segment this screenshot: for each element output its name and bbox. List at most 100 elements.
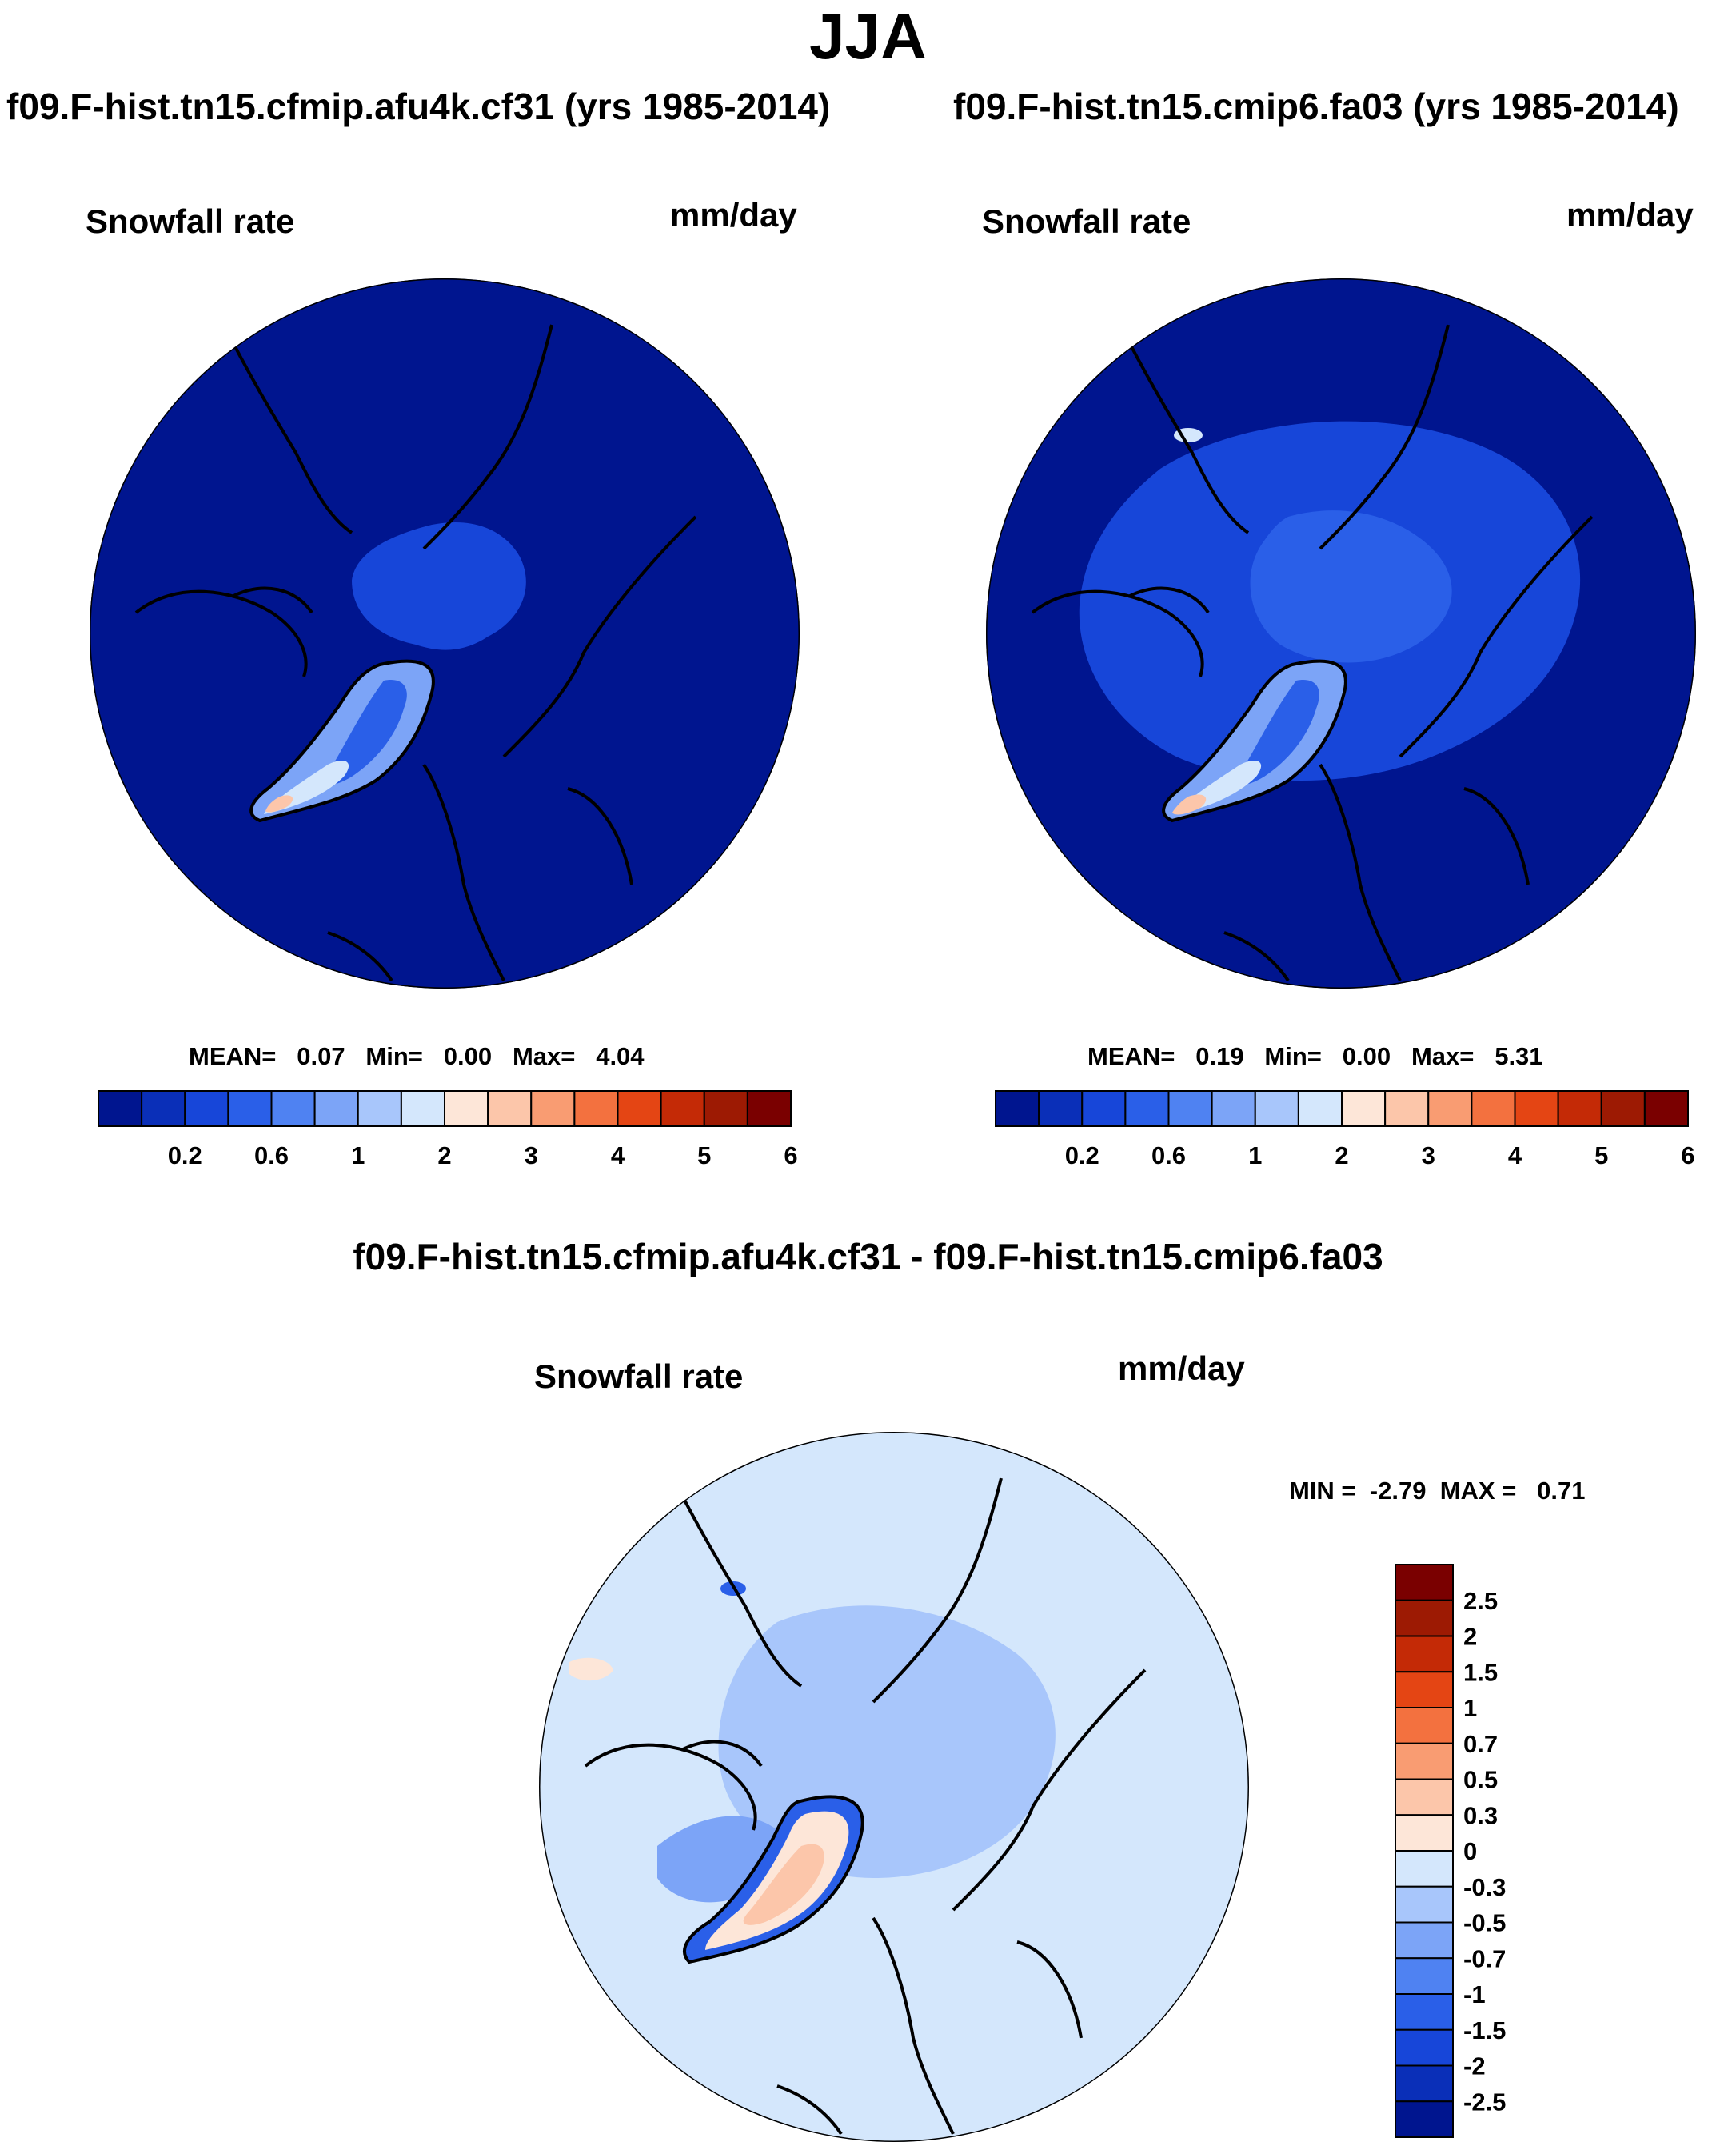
left-colorbar-tick-label: 5 <box>697 1141 711 1169</box>
left-coastlines <box>134 324 697 982</box>
diff-colorbar-tick-label: -1.5 <box>1463 2016 1506 2044</box>
diff-max-value: 0.71 <box>1537 1477 1586 1505</box>
right-colorbar-swatch <box>1384 1090 1430 1127</box>
diff-colorbar-tick-label: -0.5 <box>1463 1909 1506 1937</box>
diff-colorbar-swatch <box>1395 1671 1454 1708</box>
left-colorbar-swatch <box>617 1090 662 1127</box>
left-colorbar-tick-label: 1 <box>351 1141 365 1169</box>
right-max-value: 5.31 <box>1495 1042 1543 1070</box>
left-panel-title: f09.F-hist.tn15.cfmip.afu4k.cf31 (yrs 19… <box>6 86 831 127</box>
left-greenland-warm-spot <box>265 795 293 813</box>
left-mean-label: MEAN= <box>189 1042 277 1070</box>
diff-colorbar-swatch <box>1395 1814 1454 1852</box>
right-colorbar-swatch <box>1211 1090 1256 1127</box>
left-colorbar-swatch <box>487 1090 533 1127</box>
diff-colorbar-swatch <box>1395 1742 1454 1780</box>
diff-colorbar: 2.5 2 1.5 1 0.7 0.5 0.3 0 -0.3 -0.5 -0.7 -1 -1.5 -2 -2… <box>1395 1564 1506 2138</box>
right-mean-label: MEAN= <box>1087 1042 1175 1070</box>
diff-greenland-positive-core <box>743 1844 824 1925</box>
right-colorbar-tick-label: 6 <box>1681 1141 1694 1169</box>
left-colorbar-swatch <box>573 1090 619 1127</box>
right-colorbar-swatch <box>1297 1090 1343 1127</box>
left-min-value: 0.00 <box>443 1042 493 1070</box>
right-colorbar-tick-label: 2 <box>1335 1141 1348 1169</box>
diff-colorbar-tick-label: 1 <box>1463 1694 1477 1722</box>
right-greenland-interior <box>1235 680 1319 785</box>
right-units-label: mm/day <box>1566 196 1694 234</box>
diff-colorbar-swatch <box>1395 2064 1454 2103</box>
diff-colorbar-swatch <box>1395 1957 1454 1995</box>
right-colorbar-swatch <box>1254 1090 1299 1127</box>
right-colorbar-swatch <box>995 1090 1040 1127</box>
diff-colorbar-tick-label: 2 <box>1463 1623 1477 1651</box>
diff-colorbar-swatch <box>1395 1599 1454 1637</box>
left-colorbar-tick-label: 3 <box>525 1141 538 1169</box>
diff-coastlines <box>584 1477 1147 2136</box>
right-mean-value: 0.19 <box>1195 1042 1244 1070</box>
diff-pacific-positive <box>569 1657 613 1681</box>
right-min-value: 0.00 <box>1342 1042 1391 1070</box>
left-colorbar-swatch <box>313 1090 359 1127</box>
right-colorbar-tick-label: 5 <box>1594 1141 1608 1169</box>
left-colorbar-swatch <box>357 1090 402 1127</box>
left-colorbar-tick-label: 0.6 <box>254 1141 289 1169</box>
diff-colorbar-swatch <box>1395 1921 1454 1960</box>
right-colorbar-swatch <box>1341 1090 1387 1127</box>
diff-colorbar-tick-label: -0.3 <box>1463 1873 1506 1901</box>
right-colorbar-tick-label: 0.2 <box>1065 1141 1099 1169</box>
left-mean-value: 0.07 <box>297 1042 345 1070</box>
right-colorbar-swatch <box>1038 1090 1084 1127</box>
left-colorbar-swatch <box>400 1090 445 1127</box>
left-polar-map <box>90 278 800 989</box>
diff-colorbar-swatch <box>1395 1778 1454 1816</box>
diff-polar-map <box>539 1432 1249 2142</box>
diff-min-value: -2.79 <box>1369 1477 1427 1505</box>
diff-colorbar-swatch <box>1395 2028 1454 2067</box>
diff-colorbar-tick-label: 2.5 <box>1463 1587 1498 1615</box>
right-min-label: Min= <box>1264 1042 1322 1070</box>
diff-units-label: mm/day <box>1118 1349 1245 1387</box>
left-colorbar-tick-label: 2 <box>437 1141 451 1169</box>
right-colorbar-swatch <box>1643 1090 1689 1127</box>
right-colorbar-swatch <box>1471 1090 1516 1127</box>
diff-colorbar-tick-label: 0 <box>1463 1837 1477 1865</box>
left-colorbar-tick-label: 0.2 <box>168 1141 202 1169</box>
diff-colorbar-swatch <box>1395 1635 1454 1673</box>
right-colorbar-tick-label: 0.6 <box>1151 1141 1186 1169</box>
right-central-arctic <box>1250 510 1452 663</box>
diff-panel-title: f09.F-hist.tn15.cfmip.afu4k.cf31 - f09.F… <box>353 1236 1383 1277</box>
left-colorbar-swatch <box>184 1090 229 1127</box>
diff-colorbar-tick-label: 0.5 <box>1463 1766 1498 1794</box>
right-variable-label: Snowfall rate <box>982 202 1191 240</box>
diff-stats: MIN = -2.79 MAX = 0.71 <box>1289 1478 1585 1503</box>
left-colorbar: 0.2 0.6 1 2 3 4 5 6 <box>98 1090 798 1169</box>
left-max-value: 4.04 <box>596 1042 645 1070</box>
right-panel-title: f09.F-hist.tn15.cmip6.fa03 (yrs 1985-201… <box>953 86 1679 127</box>
right-colorbar-swatch <box>1167 1090 1213 1127</box>
right-colorbar-swatch <box>1600 1090 1646 1127</box>
diff-colorbar-tick-label: -0.7 <box>1463 1944 1506 1972</box>
left-colorbar-swatch <box>141 1090 186 1127</box>
diff-colorbar-swatch <box>1395 2100 1454 2138</box>
main-title: JJA <box>809 1 927 72</box>
left-variable-label: Snowfall rate <box>86 202 295 240</box>
right-colorbar-swatch <box>1081 1090 1127 1127</box>
left-max-label: Max= <box>512 1042 576 1070</box>
right-colorbar-tick-label: 1 <box>1248 1141 1262 1169</box>
left-colorbar-swatch <box>444 1090 489 1127</box>
diff-colorbar-tick-label: 0.7 <box>1463 1730 1498 1758</box>
diff-variable-label: Snowfall rate <box>534 1357 744 1395</box>
diff-colorbar-swatch <box>1395 1707 1454 1744</box>
left-colorbar-swatch <box>227 1090 273 1127</box>
diff-colorbar-tick-label: 0.3 <box>1463 1801 1498 1829</box>
left-arctic-snow-field <box>352 522 526 650</box>
right-polar-map <box>986 278 1696 989</box>
right-coastlines <box>1031 324 1594 982</box>
right-colorbar: 0.2 0.6 1 2 3 4 5 6 <box>995 1090 1695 1169</box>
right-colorbar-swatch <box>1124 1090 1170 1127</box>
right-greenland-warm-spot <box>1172 794 1207 815</box>
left-units-label: mm/day <box>670 196 797 234</box>
left-stats: MEAN= 0.07 Min= 0.00 Max= 4.04 <box>189 1044 645 1069</box>
right-colorbar-swatch <box>1514 1090 1559 1127</box>
left-colorbar-swatch <box>660 1090 705 1127</box>
